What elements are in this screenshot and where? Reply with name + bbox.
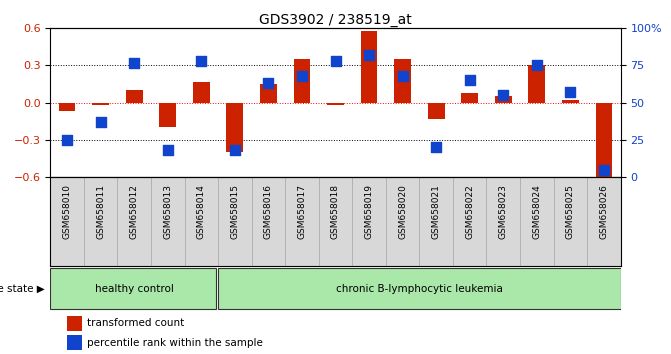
Bar [528,65,545,103]
Bar [394,59,411,103]
Point [565,90,576,95]
Bar [327,103,344,105]
Bar [185,177,218,266]
Text: GSM658010: GSM658010 [62,184,72,239]
Bar [595,103,612,177]
Bar [486,177,520,266]
Text: GSM658026: GSM658026 [599,184,609,239]
Point [229,147,240,153]
Text: GSM658022: GSM658022 [465,184,474,239]
Point [129,60,140,65]
Bar [67,316,82,331]
Bar [587,177,621,266]
Bar [285,177,319,266]
Bar [193,82,209,103]
Bar [453,177,486,266]
Point [95,119,106,125]
Bar [50,268,216,309]
Bar [520,177,554,266]
Bar [427,103,444,119]
Text: GSM658024: GSM658024 [532,184,541,239]
Point [397,73,408,79]
Text: GSM658020: GSM658020 [398,184,407,239]
Bar [117,177,151,266]
Bar [92,103,109,105]
Bar [67,335,82,350]
Point [297,73,307,79]
Point [531,63,542,68]
Bar [562,100,578,103]
Point [364,52,374,58]
Point [62,137,72,143]
Text: GSM658012: GSM658012 [130,184,139,239]
Text: GSM658025: GSM658025 [566,184,575,239]
Text: chronic B-lymphocytic leukemia: chronic B-lymphocytic leukemia [336,284,503,293]
Text: GSM658021: GSM658021 [431,184,441,239]
Bar [50,177,84,266]
Bar [58,103,75,112]
Bar [218,268,621,309]
Bar [554,177,587,266]
Point [599,167,609,172]
Bar [159,103,176,127]
Point [330,58,341,64]
Point [263,80,274,86]
Bar [462,93,478,103]
Bar [151,177,185,266]
Text: GSM658011: GSM658011 [96,184,105,239]
Bar [218,177,252,266]
Title: GDS3902 / 238519_at: GDS3902 / 238519_at [259,13,412,27]
Text: GSM658015: GSM658015 [230,184,240,239]
Text: GSM658017: GSM658017 [297,184,307,239]
Bar [260,84,276,103]
Text: GSM658014: GSM658014 [197,184,206,239]
Point [196,58,207,64]
Text: GSM658023: GSM658023 [499,184,508,239]
Bar [419,177,453,266]
Text: GSM658016: GSM658016 [264,184,273,239]
Bar [252,177,285,266]
Bar [84,177,117,266]
Bar [319,177,352,266]
Text: GSM658018: GSM658018 [331,184,340,239]
Point [464,78,475,83]
Point [162,147,173,153]
Bar [361,31,377,103]
Text: transformed count: transformed count [87,318,185,329]
Bar [294,59,310,103]
Bar [386,177,419,266]
Text: GSM658013: GSM658013 [163,184,172,239]
Bar [495,97,511,103]
Point [498,92,509,98]
Bar [226,103,243,152]
Bar [125,90,142,103]
Bar [352,177,386,266]
Text: disease state ▶: disease state ▶ [0,284,44,293]
Text: healthy control: healthy control [95,284,174,293]
Text: percentile rank within the sample: percentile rank within the sample [87,337,263,348]
Text: GSM658019: GSM658019 [364,184,374,239]
Point [431,144,442,150]
